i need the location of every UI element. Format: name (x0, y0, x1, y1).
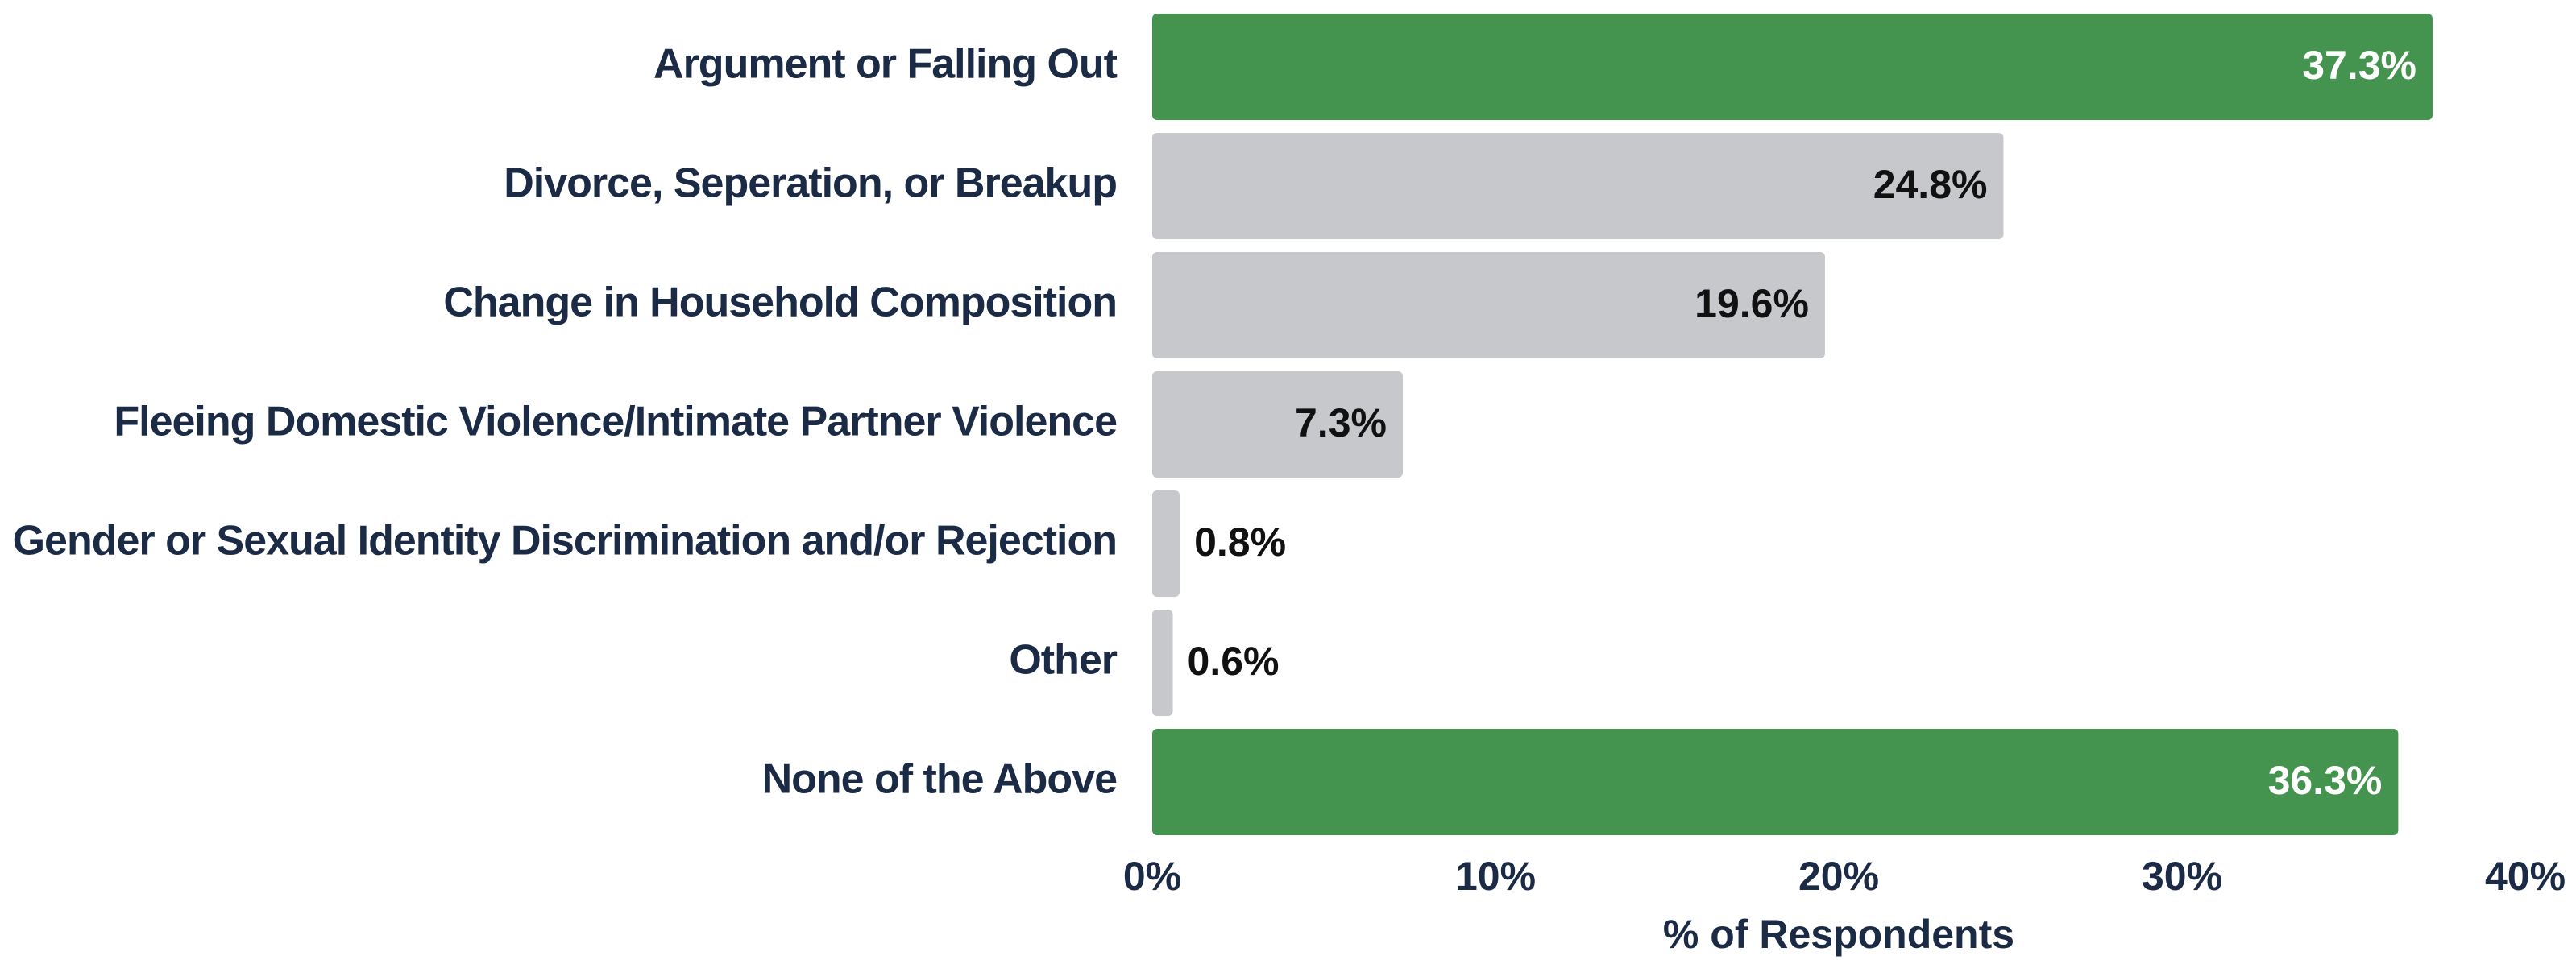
bar (1152, 371, 1403, 478)
category-label: Gender or Sexual Identity Discrimination… (13, 518, 1117, 565)
bar (1152, 133, 2004, 239)
category-label: Change in Household Composition (443, 279, 1117, 326)
x-tick-label: 30% (2142, 854, 2222, 899)
x-tick-label: 40% (2485, 854, 2566, 899)
value-label: 24.8% (1873, 162, 1988, 207)
bar (1152, 14, 2433, 120)
category-label: Divorce, Seperation, or Breakup (504, 160, 1117, 207)
value-label: 37.3% (2302, 43, 2416, 88)
category-label: Other (1009, 637, 1117, 684)
value-label: 36.3% (2268, 758, 2383, 803)
value-label: 19.6% (1695, 281, 1809, 326)
value-label: 0.8% (1194, 519, 1286, 565)
category-label: None of the Above (762, 756, 1117, 803)
x-tick-label: 10% (1455, 854, 1536, 899)
category-label: Argument or Falling Out (653, 41, 1118, 88)
bar (1152, 610, 1173, 716)
x-axis-label: % of Respondents (1663, 912, 2014, 957)
bar (1152, 490, 1180, 597)
x-tick-label: 20% (1798, 854, 1879, 899)
bar (1152, 252, 1825, 358)
category-label: Fleeing Domestic Violence/Intimate Partn… (114, 399, 1117, 445)
value-label: 7.3% (1295, 400, 1387, 445)
value-label: 0.6% (1188, 639, 1280, 684)
x-tick-label: 0% (1123, 854, 1181, 899)
bar (1152, 729, 2399, 835)
